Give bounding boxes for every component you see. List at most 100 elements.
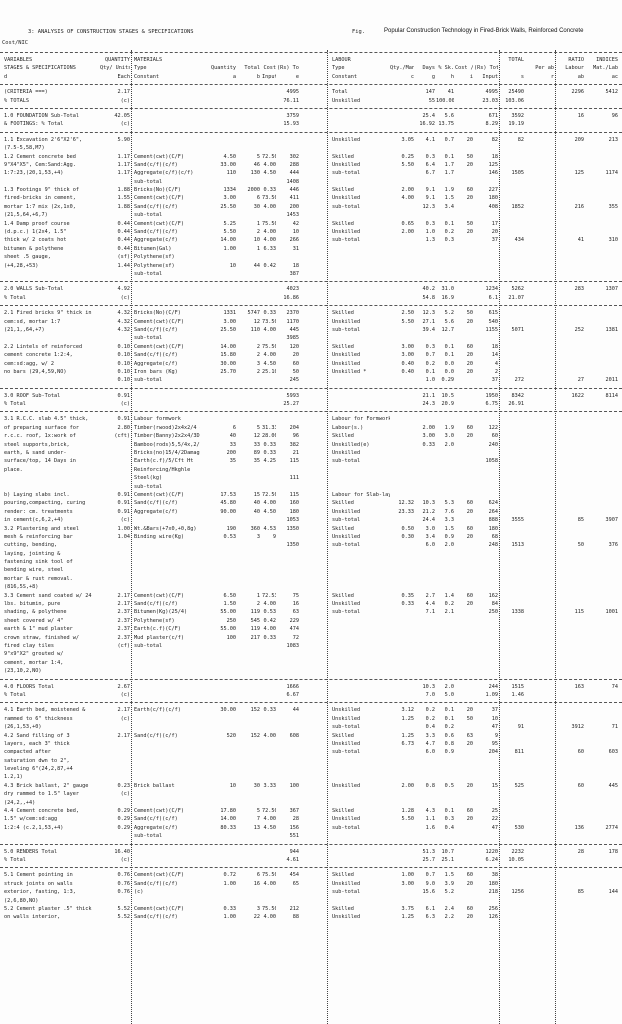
table-cell: 3.00 — [223, 195, 237, 202]
table-cell: 7.0 — [425, 691, 435, 698]
table-cell: 0.10 — [117, 377, 131, 384]
table-cell: sub-total — [134, 643, 163, 649]
table-cell: 1.25 — [401, 914, 415, 921]
table-cell: 50 — [466, 715, 473, 722]
table-cell: Sand(c/f)(c/f) — [134, 326, 178, 333]
table-cell: 1.4 — [444, 592, 454, 599]
table-cell: Cost /Day — [455, 65, 473, 72]
table-cell: Unskilled — [332, 914, 361, 921]
table-cell: 0.8 — [425, 782, 435, 789]
table-cell: fired-bricks in cement, — [4, 195, 76, 202]
table-cell: sub-total — [332, 326, 361, 333]
table-cell: 5.3 — [444, 500, 454, 507]
table-cell: 2 — [494, 368, 498, 375]
table-cell: 76.11 — [283, 97, 299, 104]
table-row: bitumen & polythene 0.44 Bitumen(Gal) 1.00 1… — [0, 246, 622, 254]
table-cell: 6.1 — [488, 294, 498, 301]
table-cell: 60 — [466, 872, 473, 879]
table-cell: 4995 — [485, 89, 499, 96]
table-cell: 10 — [253, 237, 260, 244]
table-cell: 4.4 Cement concrete bed, — [4, 808, 79, 815]
table-cell: 33 — [253, 441, 260, 448]
table-cell: (c) — [120, 121, 130, 128]
table-cell: 545 — [250, 617, 260, 624]
table-cell: 1 — [256, 592, 260, 599]
table-cell: 0.7 — [425, 872, 435, 879]
table-cell: 2.00 — [422, 424, 436, 431]
table-row: sub-total 387 — [0, 271, 622, 279]
table-cell: 4995 — [286, 89, 300, 96]
table-row: sheet covered w/ 4" 2.37 Polythene(sf) 250 5… — [0, 618, 622, 626]
table-row: lbs. bitumin, pure 2.17 Sand(c/f)(c/f) 1.50… — [0, 601, 622, 609]
table-cell: Sand(c/f)(c/f) — [134, 229, 178, 236]
table-cell: % Total — [4, 401, 26, 408]
table-cell: Unskilled — [332, 707, 361, 714]
table-cell: Unskilled — [332, 318, 361, 325]
table-cell: (cf) — [117, 643, 131, 649]
table-cell: 446 — [289, 187, 299, 194]
table-cell: 4.50 — [263, 360, 277, 367]
table-cell: 2296 — [571, 89, 585, 96]
table-cell: 75.50 — [262, 905, 276, 912]
table-cell: 1:7:23,(20,1,53,+4) — [4, 170, 64, 177]
table-row: 3.1 R.C.C. slab 4.5" thick, 0.91 Labour fo… — [0, 416, 622, 424]
table-row: fired clay tiles (cf) sub-total 1083 — [0, 643, 622, 651]
table-row: fired-bricks in cement, 1.55 Cement(cwt)(C… — [0, 195, 622, 203]
table-cell: (c) — [120, 715, 130, 722]
table-cell: thick w/ 2 coats hot — [4, 237, 67, 244]
table-cell: 4.00 — [263, 880, 277, 887]
table-row: crown straw, finished w/2.37 Mud plaster(… — [0, 635, 622, 643]
table-cell: 3.0 ROOF Sub-Total — [4, 392, 61, 399]
table-cell: 6.33 — [263, 245, 277, 252]
table-cell: 0.44 — [117, 237, 131, 244]
table-cell: 0.33 — [223, 905, 237, 912]
table-cell: sheet .5 gauge, — [4, 254, 51, 261]
table-cell: 888 — [488, 517, 498, 524]
table-row: 1.2,1) — [0, 774, 622, 782]
table-cell: 540 — [488, 318, 498, 325]
table-cell: 60 — [466, 592, 473, 599]
row-divider — [0, 281, 622, 286]
table-cell: 1.00 — [401, 872, 415, 879]
table-cell: 125 — [574, 170, 584, 177]
table-row: rammed to 6" thickness (c) Unskilled 1.25 0.… — [0, 716, 622, 724]
table-cell: 9.1 — [425, 187, 435, 194]
table-cell: 68 — [491, 533, 498, 540]
table-cell: 0.33 — [263, 634, 277, 641]
table-row: mortar & rust removal. — [0, 576, 622, 584]
table-cell: RATIO — [568, 57, 584, 63]
table-cell: (23,10,2,NO) — [4, 668, 42, 675]
table-cell: 217 — [250, 634, 260, 641]
table-cell: i — [469, 73, 473, 80]
table-cell: 1.25 — [401, 715, 415, 722]
table-cell: 288 — [289, 161, 299, 168]
table-cell: 216 — [574, 203, 584, 210]
table-cell: 3.00 — [401, 880, 415, 887]
table-cell: MATERIALS — [134, 57, 163, 63]
table-cell: b) Laying slabs incl. — [4, 491, 70, 498]
table-cell: 5.50 — [223, 229, 237, 236]
table-row: sub-total — [0, 484, 622, 492]
table-cell: 4.00 — [401, 195, 415, 202]
table-row: 4.1 Earth bed, moistened & 2.17 Earth(c/f)… — [0, 707, 622, 715]
table-cell: Total — [244, 65, 260, 72]
table-cell: 0.44 — [117, 245, 131, 252]
table-cell: 3.4 — [425, 533, 435, 540]
table-cell: % Total — [4, 691, 26, 698]
table-cell: 126 — [488, 914, 498, 921]
table-cell: % Sk. — [438, 65, 454, 72]
table-cell: 5.6 — [444, 112, 454, 119]
table-cell: 240 — [488, 441, 498, 448]
table-row: on walls interior, 5.52 Sand(c/f)(c/f) 1.00… — [0, 914, 622, 922]
table-cell: 6.7 — [425, 170, 435, 177]
table-cell: 2.00 — [401, 782, 415, 789]
table-row: % Total (c) 6.67 7.0 5.0 1.09 1.46 — [0, 692, 622, 700]
table-cell: Each — [117, 73, 131, 80]
table-cell: 16 — [292, 601, 299, 608]
table-cell: 60 — [466, 343, 473, 350]
table-cell: 434 — [514, 237, 524, 244]
table-cell: 2000 — [247, 187, 261, 194]
table-cell: Skilled — [332, 732, 354, 739]
table-cell: 51.3 — [422, 848, 436, 855]
table-cell: 6.67 — [286, 691, 300, 698]
